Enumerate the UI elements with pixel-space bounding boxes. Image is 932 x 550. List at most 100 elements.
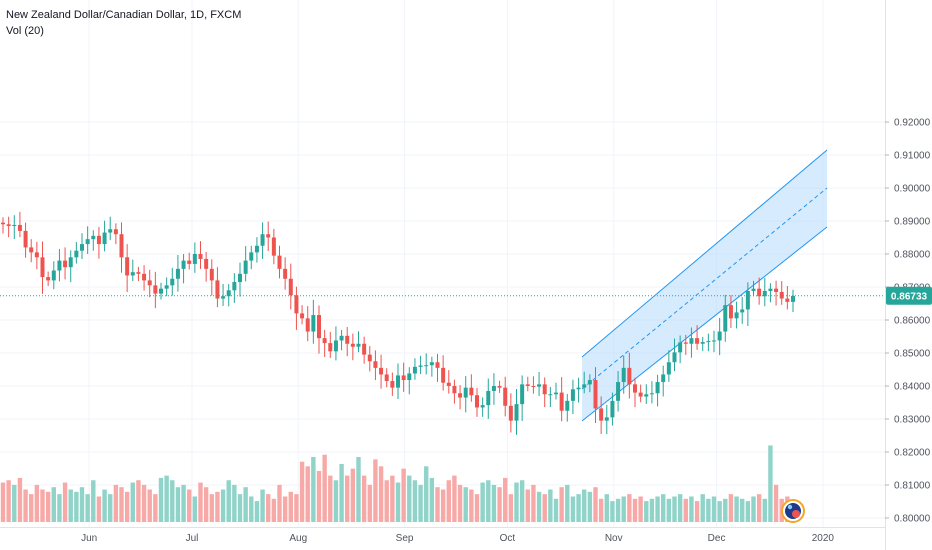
volume-bar	[593, 487, 598, 522]
candle-body	[458, 393, 463, 398]
volume-bar	[548, 489, 553, 522]
grid-lines	[0, 0, 885, 527]
candle-body	[339, 335, 344, 341]
candle-body	[187, 260, 192, 264]
candle-body	[243, 260, 248, 274]
volume-bar	[627, 494, 632, 522]
candle-body	[683, 342, 688, 344]
volume-bar	[124, 491, 130, 522]
candle-body	[785, 298, 790, 302]
candle-body	[333, 340, 338, 352]
candle-body	[74, 250, 79, 258]
volume-bar	[305, 466, 310, 522]
candle-body	[599, 408, 604, 421]
candle-body	[322, 338, 327, 344]
candle-body	[441, 367, 446, 383]
candle-body	[254, 245, 259, 253]
candle-body	[170, 278, 175, 286]
candle-body	[480, 405, 485, 408]
volume-bar	[108, 494, 113, 522]
volume-indicator-label[interactable]: Vol (20)	[6, 25, 44, 37]
x-tick-label: Jun	[81, 533, 97, 544]
candle-body	[469, 387, 474, 396]
candle-body	[514, 404, 519, 421]
candle-body	[130, 272, 135, 276]
volume-bar	[401, 468, 406, 522]
parallel-channel[interactable]	[581, 149, 828, 422]
candle-body	[356, 343, 361, 347]
candle-body	[379, 367, 384, 375]
volume-bar	[12, 484, 17, 522]
candle-body	[102, 232, 107, 245]
volume-bar	[215, 491, 220, 522]
y-tick-label: 0.91000	[894, 151, 931, 162]
candlesticks	[1, 211, 795, 435]
volume-bar	[706, 498, 711, 522]
candle-body	[68, 257, 73, 268]
volume-bar	[91, 480, 96, 522]
candle-body	[475, 395, 479, 408]
volume-bar	[345, 475, 350, 522]
candle-body	[723, 305, 728, 332]
candle-body	[695, 338, 700, 344]
volume-bar	[74, 491, 79, 522]
volume-bar	[576, 494, 581, 522]
candle-body	[700, 342, 705, 344]
candle-body	[520, 384, 525, 405]
volume-bar	[768, 445, 773, 522]
candle-body	[153, 285, 158, 294]
volume-bar	[57, 494, 62, 522]
candle-body	[12, 224, 17, 226]
volume-bar	[68, 489, 73, 522]
candle-body	[610, 400, 615, 418]
volume-bar	[85, 494, 90, 522]
volume-bar	[632, 498, 638, 522]
volume-bar	[452, 475, 457, 522]
volume-bar	[282, 496, 288, 522]
candle-body	[582, 384, 587, 388]
candle-body	[463, 387, 468, 398]
volume-bar	[463, 487, 468, 522]
volume-bar	[243, 487, 248, 522]
candle-body	[661, 374, 666, 383]
volume-bar	[181, 484, 186, 522]
candle-body	[757, 288, 762, 297]
volume-bar	[119, 487, 124, 522]
channel-lower-line[interactable]	[581, 226, 828, 422]
volume-bar	[672, 496, 677, 522]
candle-body	[435, 362, 440, 368]
symbol-title[interactable]: New Zealand Dollar/Canadian Dollar, 1D, …	[6, 9, 242, 21]
candle-body	[678, 342, 683, 353]
volume-bar	[525, 489, 530, 522]
volume-bar	[271, 498, 277, 522]
volume-bar	[96, 496, 102, 522]
candle-body	[491, 386, 496, 391]
volume-bar	[316, 470, 322, 522]
candle-body	[271, 237, 276, 256]
candle-body	[644, 394, 649, 397]
price-axis[interactable]: 0.80000 0.81000 0.82000 0.83000 0.84000 0.850…	[885, 118, 931, 525]
volume-bar	[226, 480, 231, 522]
candle-body	[751, 288, 756, 291]
volume-bar	[40, 489, 45, 522]
volume-bar	[745, 501, 751, 522]
candle-body	[277, 255, 282, 269]
candle-body	[367, 354, 372, 362]
y-tick-label: 0.85000	[894, 349, 931, 360]
volume-bar	[469, 489, 474, 522]
tradingview-logo-icon[interactable]	[781, 499, 805, 523]
candle-body	[621, 367, 626, 383]
channel-upper-line[interactable]	[581, 149, 828, 358]
candle-body	[689, 338, 694, 344]
volume-bar	[220, 489, 226, 522]
volume-bar	[153, 494, 158, 522]
channel-median-line	[581, 187, 828, 390]
candle-body	[407, 373, 412, 381]
candle-body	[350, 343, 355, 347]
volume-bar	[378, 466, 384, 522]
volume-bar	[51, 487, 56, 522]
candle-body	[232, 282, 237, 291]
time-axis[interactable]: Jun Jul Aug Sep Oct Nov Dec 2020	[81, 533, 834, 544]
volume-bar	[621, 496, 626, 522]
